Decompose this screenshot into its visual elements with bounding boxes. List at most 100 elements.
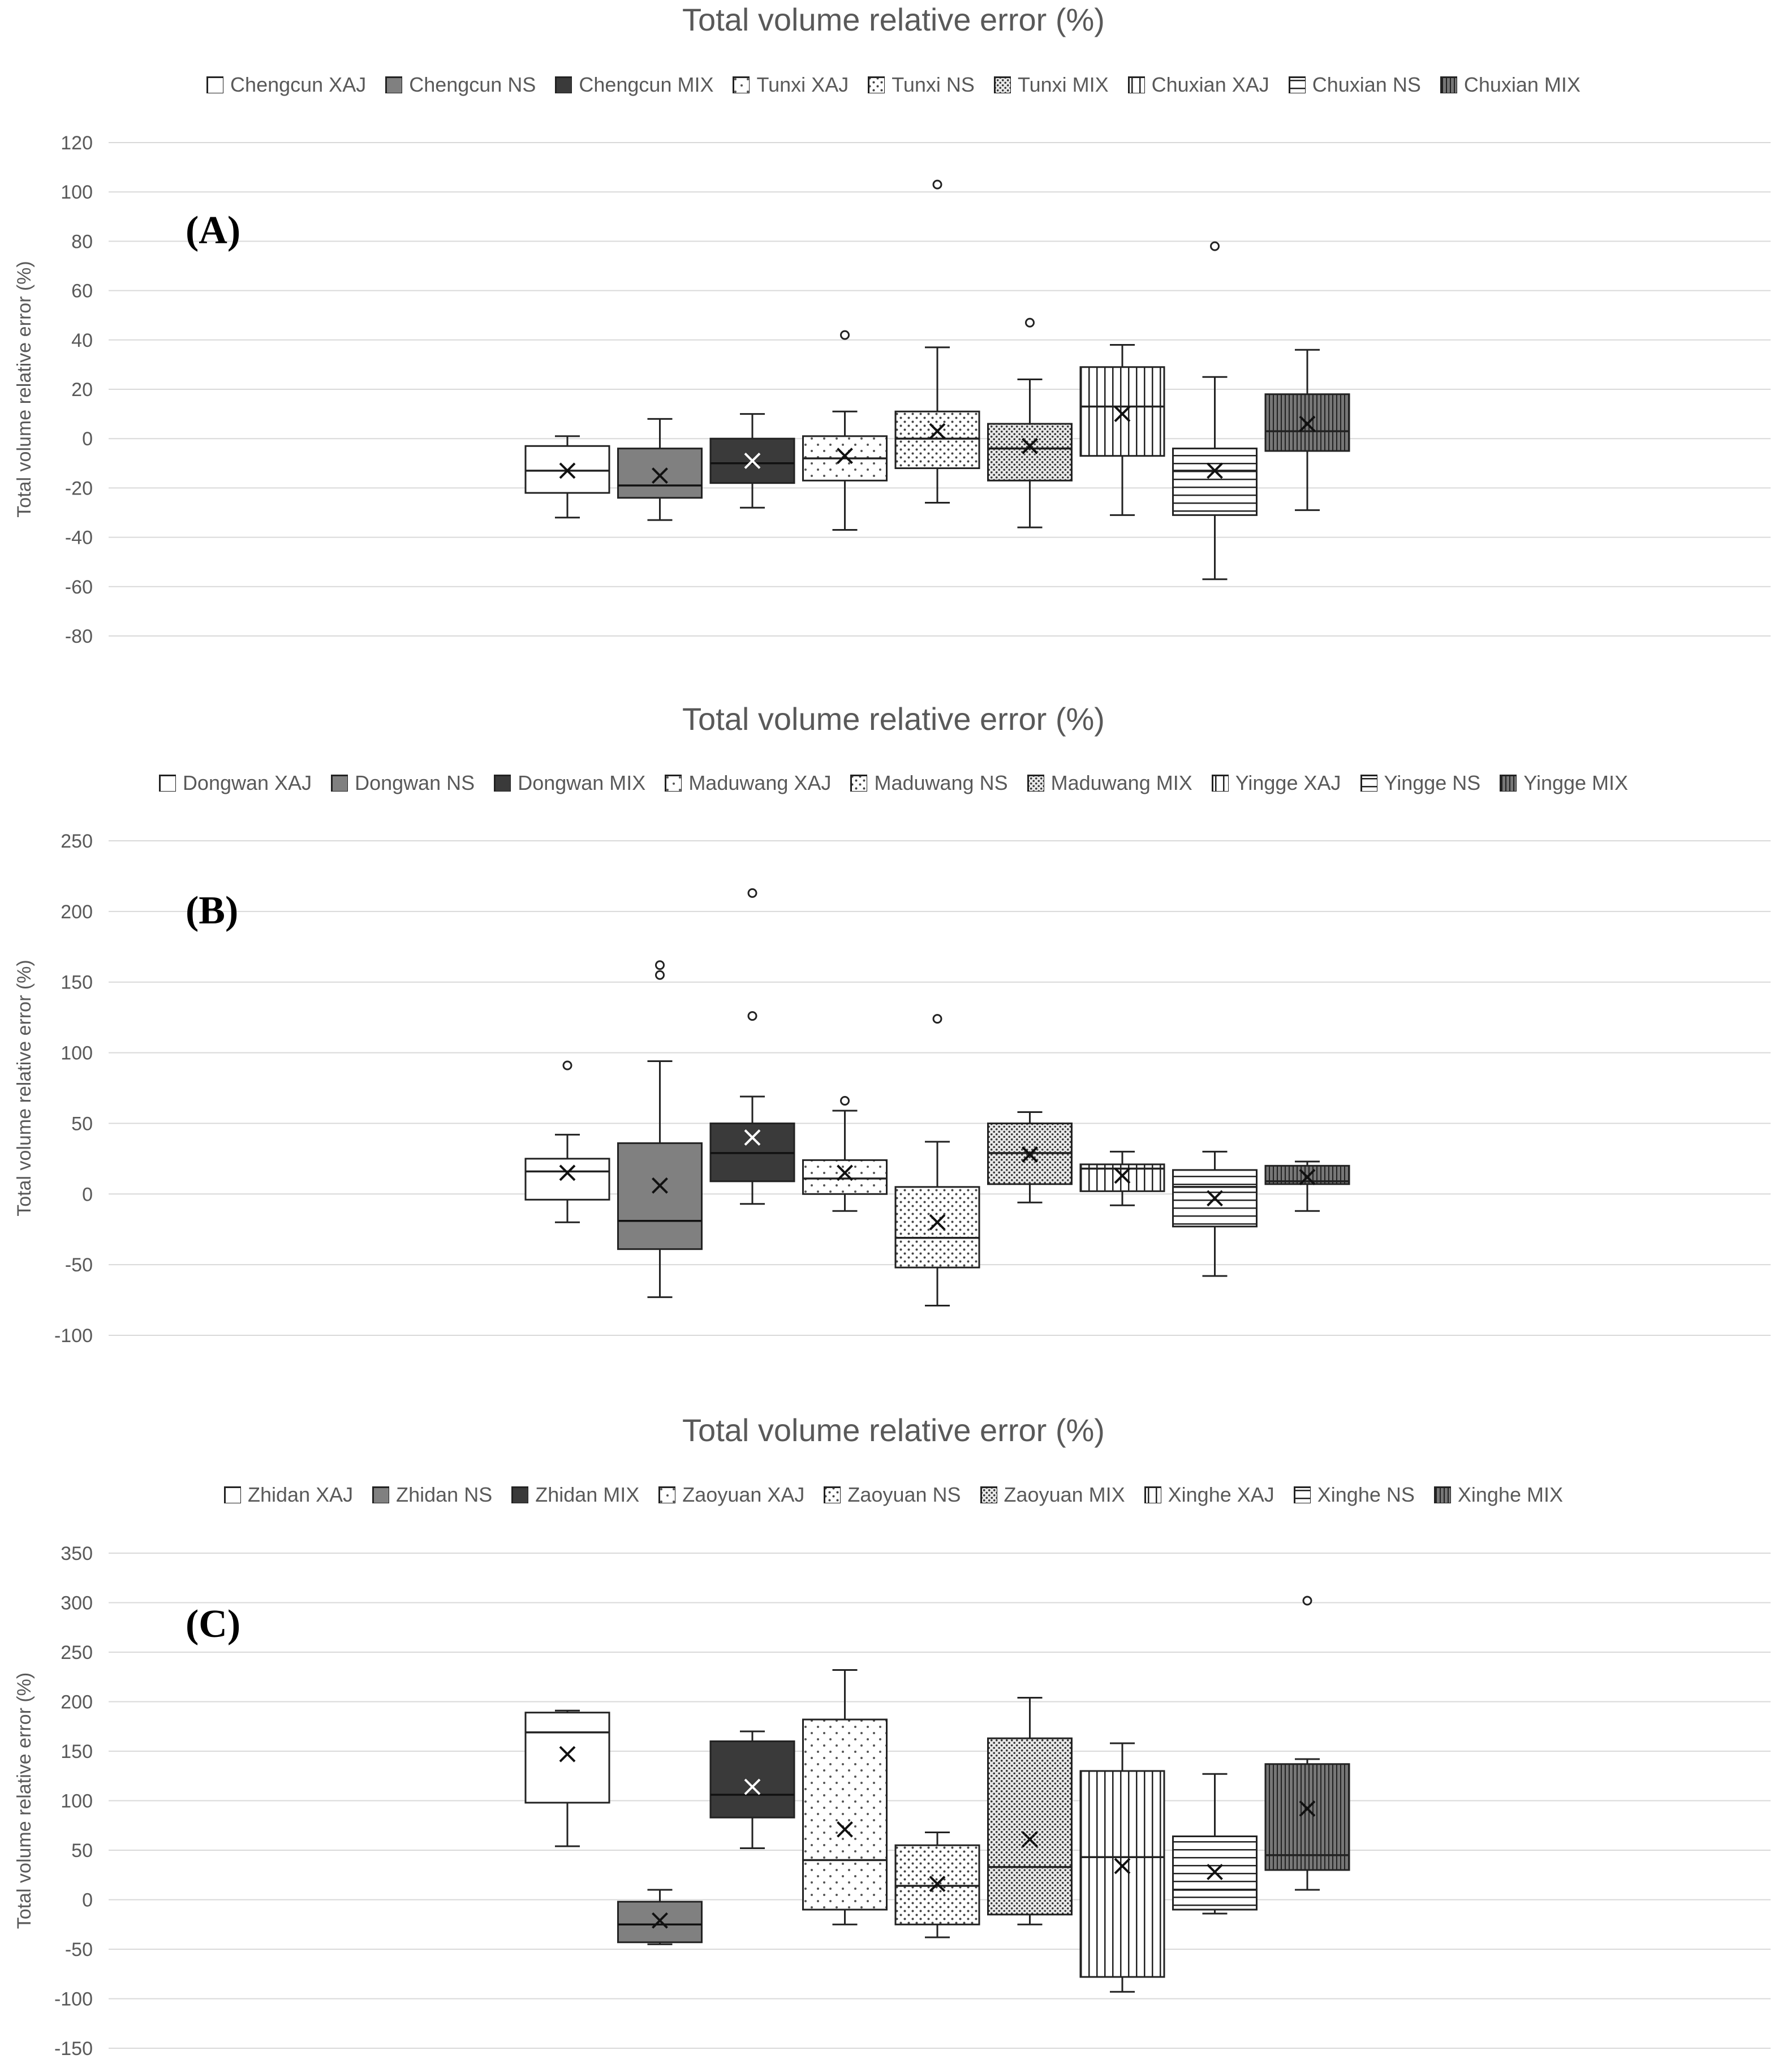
mean-marker [652, 1177, 668, 1194]
mean-marker [837, 1164, 853, 1181]
chart-title: Total volume relative error (%) [682, 2, 1105, 37]
y-tick-label: 20 [71, 379, 93, 401]
legend-item: Dongwan XAJ [158, 771, 312, 795]
legend-swatch [158, 775, 176, 792]
legend-swatch [658, 1486, 676, 1503]
box-chuxian-mix [1264, 349, 1350, 511]
legend-label: Chengcun XAJ [230, 73, 367, 96]
legend-label: Tunxi NS [892, 73, 975, 96]
legend-label: Xinghe MIX [1457, 1483, 1563, 1506]
legend-label: Yingge NS [1384, 771, 1481, 794]
legend-swatch [1500, 775, 1517, 792]
legend-item: Yingge XAJ [1211, 771, 1341, 795]
legend-label: Chengcun NS [409, 73, 536, 96]
legend-swatch [331, 775, 348, 792]
mean-marker [1114, 1167, 1131, 1184]
y-tick-label: 150 [61, 1741, 93, 1763]
y-tick-label: -50 [65, 1939, 93, 1961]
legend-swatch [1293, 1486, 1311, 1503]
legend-swatch [733, 76, 750, 93]
outlier-point [747, 888, 757, 898]
plot-area: 250 200 150 100 50 0 -50 -100 Total volume relat… [14, 831, 1771, 1347]
legend-item: Chengcun MIX [555, 73, 713, 97]
legend-swatch [1127, 76, 1145, 93]
legend: Zhidan XAJ Zhidan NS Zhidan MIX Zaoyuan XAJ… [0, 1482, 1787, 1507]
box-tunxi-mix [987, 317, 1073, 528]
y-tick-label: 0 [82, 1890, 93, 1911]
legend-item: Yingge NS [1360, 771, 1481, 795]
mean-marker [559, 462, 576, 479]
legend-item: Maduwang XAJ [665, 771, 831, 795]
mean-marker [1022, 1831, 1038, 1848]
box-dongwan-mix [709, 888, 795, 1205]
legend-label: Yingge MIX [1523, 771, 1629, 794]
box-iqr [894, 410, 980, 470]
y-axis-label: Total volume relative error (%) [14, 960, 35, 1216]
box-zaoyuan-ns [894, 1832, 980, 1938]
legend-label: Zhidan NS [396, 1483, 493, 1506]
panel-label: (A) [186, 209, 240, 252]
y-tick-label: -60 [65, 577, 93, 598]
legend-item: Tunxi MIX [993, 73, 1109, 97]
box-zaoyuan-mix [987, 1697, 1073, 1925]
legend-swatch [824, 1486, 841, 1503]
y-tick-label: 60 [71, 281, 93, 302]
legend-item: Chuxian XAJ [1127, 73, 1269, 97]
box-iqr [1264, 1763, 1350, 1871]
y-tick-label: -100 [54, 1989, 93, 2010]
mean-marker [1207, 1864, 1223, 1880]
legend-item: Tunxi NS [868, 73, 975, 97]
box-iqr [802, 1159, 888, 1195]
mean-marker [1299, 1800, 1316, 1817]
legend-item: Tunxi XAJ [733, 73, 849, 97]
box-dongwan-ns [617, 960, 703, 1299]
y-tick-label: 120 [61, 132, 93, 154]
mean-marker [652, 467, 668, 484]
y-tick-label: 350 [61, 1543, 93, 1564]
y-tick-label: 200 [61, 1692, 93, 1713]
legend-label: Tunxi MIX [1017, 73, 1109, 96]
y-tick-label: -20 [65, 478, 93, 499]
chart-title: Total volume relative error (%) [682, 1412, 1105, 1448]
legend-swatch [1360, 775, 1377, 792]
y-tick-label: 100 [61, 1791, 93, 1812]
mean-marker [559, 1746, 576, 1763]
outlier-point [1302, 1596, 1312, 1606]
legend-item: Yingge MIX [1500, 771, 1628, 795]
legend-swatch [206, 76, 224, 93]
y-tick-label: -40 [65, 527, 93, 549]
legend-item: Zhidan NS [372, 1483, 492, 1507]
legend-label: Xinghe NS [1317, 1483, 1415, 1506]
mean-marker [1114, 1858, 1131, 1875]
y-tick-label: 100 [61, 182, 93, 203]
box-xinghe-ns [1172, 1773, 1258, 1915]
legend-label: Chuxian NS [1312, 73, 1421, 96]
legend-item: Zaoyuan XAJ [658, 1483, 804, 1507]
y-tick-label: -100 [54, 1325, 93, 1347]
mean-marker [1022, 1146, 1038, 1163]
y-tick-label: 250 [61, 831, 93, 852]
box-zhidan-mix [709, 1730, 795, 1849]
box-iqr [617, 1142, 703, 1250]
legend-label: Zhidan XAJ [248, 1483, 354, 1506]
legend-swatch [868, 76, 885, 93]
box-iqr [987, 423, 1073, 482]
mean-marker [837, 1821, 853, 1838]
legend-label: Dongwan NS [355, 771, 475, 794]
legend-label: Zaoyuan NS [847, 1483, 961, 1506]
y-tick-label: 250 [61, 1642, 93, 1663]
legend-label: Maduwang NS [874, 771, 1008, 794]
plot-area: 120 100 80 60 40 20 0 -20 -40 -60 -80 Total volume … [14, 132, 1771, 647]
box-xinghe-xaj [1079, 1742, 1165, 1993]
legend-swatch [1433, 1486, 1451, 1503]
legend-swatch [224, 1486, 242, 1503]
box-yingge-ns [1172, 1150, 1258, 1277]
outlier-point [747, 1011, 757, 1021]
y-axis-label: Total volume relative error (%) [14, 261, 35, 517]
mean-marker [559, 1164, 576, 1181]
legend-item: Zaoyuan NS [824, 1483, 961, 1507]
box-yingge-mix [1264, 1160, 1350, 1212]
mean-marker [1207, 462, 1223, 479]
legend: Chengcun XAJ Chengcun NS Chengcun MIX Tunxi… [0, 72, 1787, 97]
